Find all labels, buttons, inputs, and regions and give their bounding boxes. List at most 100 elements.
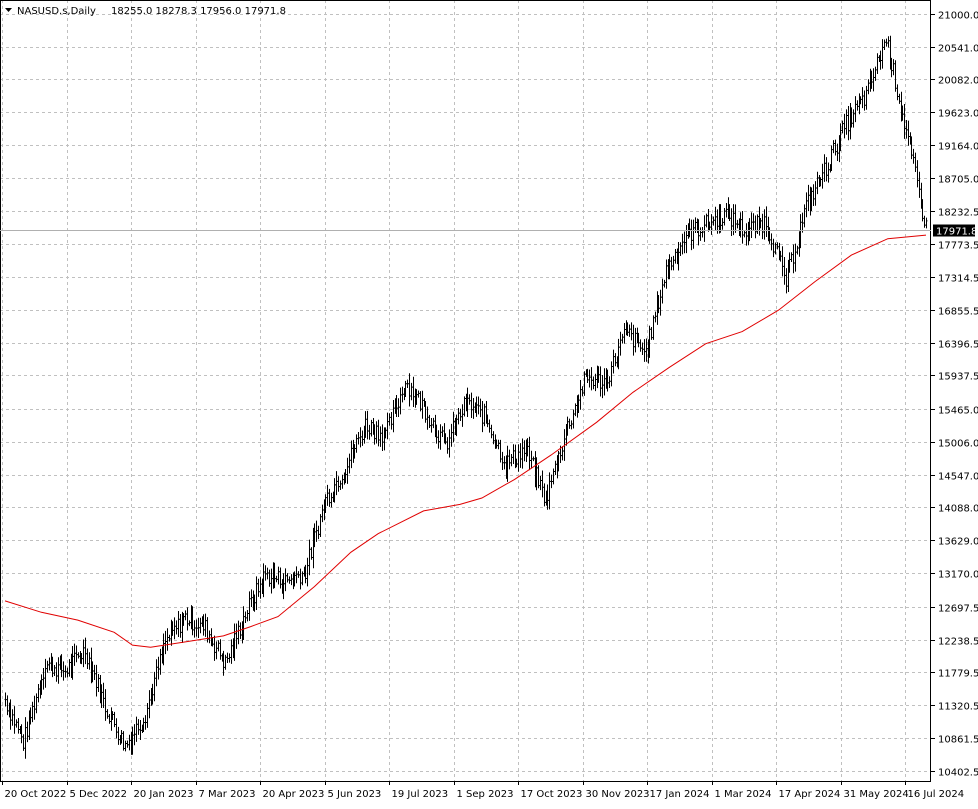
ohlc-bar [433,418,435,428]
ohlc-bar [376,421,378,443]
ohlc-bar [573,410,575,429]
ohlc-bar [471,393,473,418]
ohlc-bar [316,521,318,542]
ohlc-bar [56,662,58,681]
y-tick-label: 16855.5 [938,307,978,318]
ohlc-bar [336,471,338,495]
ohlc-bar [888,36,890,47]
ohlc-bar [538,465,540,488]
ohlc-bar [773,239,775,257]
ohlc-bar [296,566,298,583]
ohlc-bar [706,214,708,228]
ohlc-bar [265,565,267,580]
ohlc-bar [105,689,107,721]
ohlc-bar [229,653,231,662]
ohlc-bar [256,576,258,610]
ohlc-bar [43,668,45,690]
ohlc-bar [835,140,837,156]
ohlc-bar [813,184,815,206]
ohlc-bar [398,398,400,417]
ohlc-bar [660,290,662,316]
ohlc-bar [524,440,526,461]
ohlc-bar [504,456,506,469]
ohlc-bar [54,665,56,676]
ohlc-bar [828,163,830,183]
ohlc-bar [214,636,216,661]
ohlc-bar [802,213,804,233]
ohlc-bar [793,244,795,273]
collapse-triangle-icon[interactable] [5,8,12,12]
ohlc-bar [367,411,369,439]
x-tick-label: 7 Mar 2023 [199,789,256,800]
ohlc-bar [174,617,176,639]
ohlc-values: 18255.0 18278.3 17956.0 17971.8 [111,6,286,17]
ohlc-bar [425,401,427,423]
ohlc-bar [49,658,51,671]
ohlc-bar [473,398,475,419]
ohlc-bar [23,734,25,751]
ohlc-bar [331,493,333,508]
y-tick-label: 14547.0 [938,472,978,483]
ohlc-bar [382,424,384,451]
y-tick-label: 14088.0 [938,504,978,515]
y-tick-label: 10861.5 [938,735,978,746]
ohlc-bar [782,246,784,276]
ohlc-bar [653,315,655,340]
x-tick-label: 5 Dec 2022 [70,789,128,800]
ohlc-bar [742,211,744,244]
ohlc-bar [307,558,309,587]
ohlc-bar [389,413,391,425]
ohlc-bar [47,661,49,673]
ohlc-bar [176,620,178,634]
ohlc-bar [32,702,34,722]
y-tick-label: 12238.5 [938,637,978,648]
ohlc-bar [666,260,668,289]
ohlc-bar [98,674,100,692]
y-tick-label: 19623.0 [938,109,978,120]
ohlc-bar [844,114,846,139]
ohlc-bar [34,696,36,720]
y-tick-label: 17314.5 [938,274,978,285]
ohlc-bar [875,67,877,81]
ohlc-bar [482,401,484,432]
ohlc-bar [855,96,857,122]
ohlc-bar [145,715,147,730]
ohlc-bar [478,396,480,414]
ohlc-bar [74,644,76,666]
ohlc-bar [673,256,675,270]
ohlc-bar [65,665,67,677]
ohlc-bar [196,620,198,637]
ohlc-bar [460,409,462,421]
ohlc-bar [629,325,631,337]
ohlc-bar [407,380,409,388]
ohlc-bar [664,280,666,288]
ohlc-bar [824,154,826,182]
ohlc-bar [700,227,702,241]
ohlc-bar [735,204,737,232]
ohlc-bar [327,485,329,506]
y-tick-label: 18232.5 [938,208,978,219]
ohlc-bar [915,153,917,172]
ohlc-bar [27,722,29,743]
ohlc-bar [746,223,748,245]
x-tick-label: 17 Apr 2024 [779,789,841,800]
ohlc-bar [822,164,824,189]
ohlc-bar [251,589,253,607]
ohlc-bar [154,672,156,701]
ohlc-bar [429,415,431,428]
ohlc-bar [356,434,358,452]
y-tick-label: 12697.5 [938,604,978,615]
ohlc-bar [808,185,810,211]
ohlc-bar [438,430,440,448]
ohlc-bar [919,172,921,198]
ohlc-bar [25,717,27,759]
ohlc-bar [300,569,302,590]
ohlc-bar [804,204,806,227]
ohlc-bar [194,620,196,637]
ohlc-bar [320,514,322,537]
y-tick-label: 13170.0 [938,570,978,581]
ohlc-bar [291,574,293,585]
x-tick-label: 31 May 2024 [844,789,909,800]
